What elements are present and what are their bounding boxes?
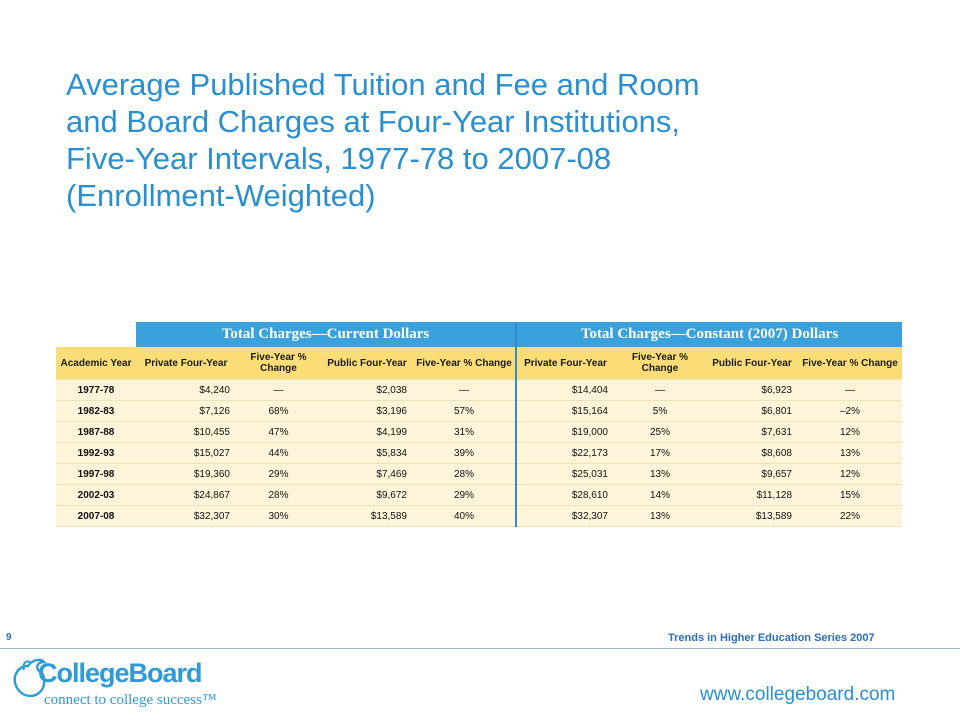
percent-change-cell: 68%: [236, 400, 321, 422]
charge-cell: $6,801: [706, 400, 798, 422]
charge-cell: $24,867: [136, 484, 236, 506]
percent-change-cell: 30%: [236, 505, 321, 527]
percent-change-cell: 12%: [798, 421, 902, 443]
slide-number: 9: [6, 632, 12, 643]
table-row: 1992-93 $15,027 44% $5,834 39% $22,173 17% $8,6…: [56, 442, 902, 464]
percent-change-cell: 17%: [614, 442, 706, 464]
title-line: (Enrollment-Weighted): [66, 178, 376, 213]
table-row: 1987-88 $10,455 47% $4,199 31% $19,000 25% $7,6…: [56, 421, 902, 443]
group-header-blank: [56, 322, 136, 347]
charge-cell: $10,455: [136, 421, 236, 443]
percent-change-cell: 47%: [236, 421, 321, 443]
charge-cell: $13,589: [321, 505, 413, 527]
percent-change-cell: 28%: [413, 463, 516, 485]
percent-change-cell: —: [798, 379, 902, 401]
slide-title: Average Published Tuition and Fee and Ro…: [66, 66, 886, 214]
charge-cell: $6,923: [706, 379, 798, 401]
logo-name: CollegeBoard: [38, 658, 203, 688]
percent-change-cell: 29%: [413, 484, 516, 506]
percent-change-cell: 25%: [614, 421, 706, 443]
table-row: 1977-78 $4,240— $2,038— $14,404— $6,923—: [56, 379, 902, 401]
percent-change-cell: 13%: [614, 463, 706, 485]
charge-cell: $3,196: [321, 400, 413, 422]
title-line: Five-Year Intervals, 1977-78 to 2007-08: [66, 141, 612, 176]
percent-change-cell: 14%: [614, 484, 706, 506]
logo-tagline: connect to college success™: [44, 692, 217, 708]
group-header-current: Total Charges—Current Dollars: [136, 322, 516, 347]
charge-cell: $15,027: [136, 442, 236, 464]
collegeboard-logo: CollegeBoard connect to college success™: [10, 656, 240, 716]
percent-change-cell: 57%: [413, 400, 516, 422]
website-url: www.collegeboard.com: [700, 684, 896, 705]
series-label: Trends in Higher Education Series 2007: [668, 632, 875, 644]
charge-cell: $13,589: [706, 505, 798, 527]
column-header: Private Four-Year: [515, 347, 614, 380]
group-header-row: Total Charges—Current Dollars Total Char…: [56, 322, 902, 347]
percent-change-cell: 15%: [798, 484, 902, 506]
column-header: Public Four-Year: [321, 347, 413, 380]
percent-change-cell: 13%: [798, 442, 902, 464]
charge-cell: $15,164: [515, 400, 614, 422]
column-header: Five-Year % Change: [798, 347, 902, 380]
title-line: and Board Charges at Four-Year Instituti…: [66, 104, 681, 139]
charge-cell: $5,834: [321, 442, 413, 464]
table-row: 1982-83 $7,126 68% $3,196 57% $15,164 5% $6,801…: [56, 400, 902, 422]
charge-cell: $2,038: [321, 379, 413, 401]
charge-cell: $32,307: [136, 505, 236, 527]
group-header-constant: Total Charges—Constant (2007) Dollars: [515, 322, 902, 347]
academic-year-cell: 1982-83: [56, 400, 136, 422]
academic-year-cell: 1992-93: [56, 442, 136, 464]
percent-change-cell: 31%: [413, 421, 516, 443]
charge-cell: $7,631: [706, 421, 798, 443]
charge-cell: $7,469: [321, 463, 413, 485]
charge-cell: $19,360: [136, 463, 236, 485]
title-line: Average Published Tuition and Fee and Ro…: [66, 67, 700, 102]
charge-cell: $25,031: [515, 463, 614, 485]
charge-cell: $14,404: [515, 379, 614, 401]
academic-year-cell: 2002-03: [56, 484, 136, 506]
table-row: 2007-08 $32,307 30% $13,589 40% $32,307 13% $13…: [56, 505, 902, 527]
percent-change-cell: 22%: [798, 505, 902, 527]
percent-change-cell: 40%: [413, 505, 516, 527]
charge-cell: $19,000: [515, 421, 614, 443]
charge-cell: $4,240: [136, 379, 236, 401]
column-header: Five-Year % Change: [614, 347, 706, 380]
academic-year-cell: 1987-88: [56, 421, 136, 443]
column-header: Academic Year: [56, 347, 136, 380]
percent-change-cell: 13%: [614, 505, 706, 527]
academic-year-cell: 1997-98: [56, 463, 136, 485]
charge-cell: $32,307: [515, 505, 614, 527]
percent-change-cell: 39%: [413, 442, 516, 464]
academic-year-cell: 2007-08: [56, 505, 136, 527]
column-header: Five-Year % Change: [413, 347, 516, 380]
percent-change-cell: 12%: [798, 463, 902, 485]
column-header: Private Four-Year: [136, 347, 236, 380]
charge-cell: $4,199: [321, 421, 413, 443]
percent-change-cell: —: [413, 379, 516, 401]
column-header: Public Four-Year: [706, 347, 798, 380]
academic-year-cell: 1977-78: [56, 379, 136, 401]
percent-change-cell: 29%: [236, 463, 321, 485]
charge-cell: $11,128: [706, 484, 798, 506]
column-header-row: Academic Year Private Four-Year Five-Yea…: [56, 347, 902, 380]
percent-change-cell: —: [236, 379, 321, 401]
charge-cell: $28,610: [515, 484, 614, 506]
table-row: 2002-03 $24,867 28% $9,672 29% $28,610 14% $11,…: [56, 484, 902, 506]
percent-change-cell: 44%: [236, 442, 321, 464]
footer-divider: [0, 648, 960, 649]
charge-cell: $9,657: [706, 463, 798, 485]
charges-table: Total Charges—Current Dollars Total Char…: [56, 322, 902, 530]
acorn-logo-icon: [13, 658, 47, 698]
percent-change-cell: –2%: [798, 400, 902, 422]
column-header: Five-Year % Change: [236, 347, 321, 380]
percent-change-cell: —: [614, 379, 706, 401]
percent-change-cell: 28%: [236, 484, 321, 506]
percent-change-cell: 5%: [614, 400, 706, 422]
table-row: 1997-98 $19,360 29% $7,469 28% $25,031 13% $9,6…: [56, 463, 902, 485]
charge-cell: $8,608: [706, 442, 798, 464]
charge-cell: $7,126: [136, 400, 236, 422]
charge-cell: $22,173: [515, 442, 614, 464]
charge-cell: $9,672: [321, 484, 413, 506]
